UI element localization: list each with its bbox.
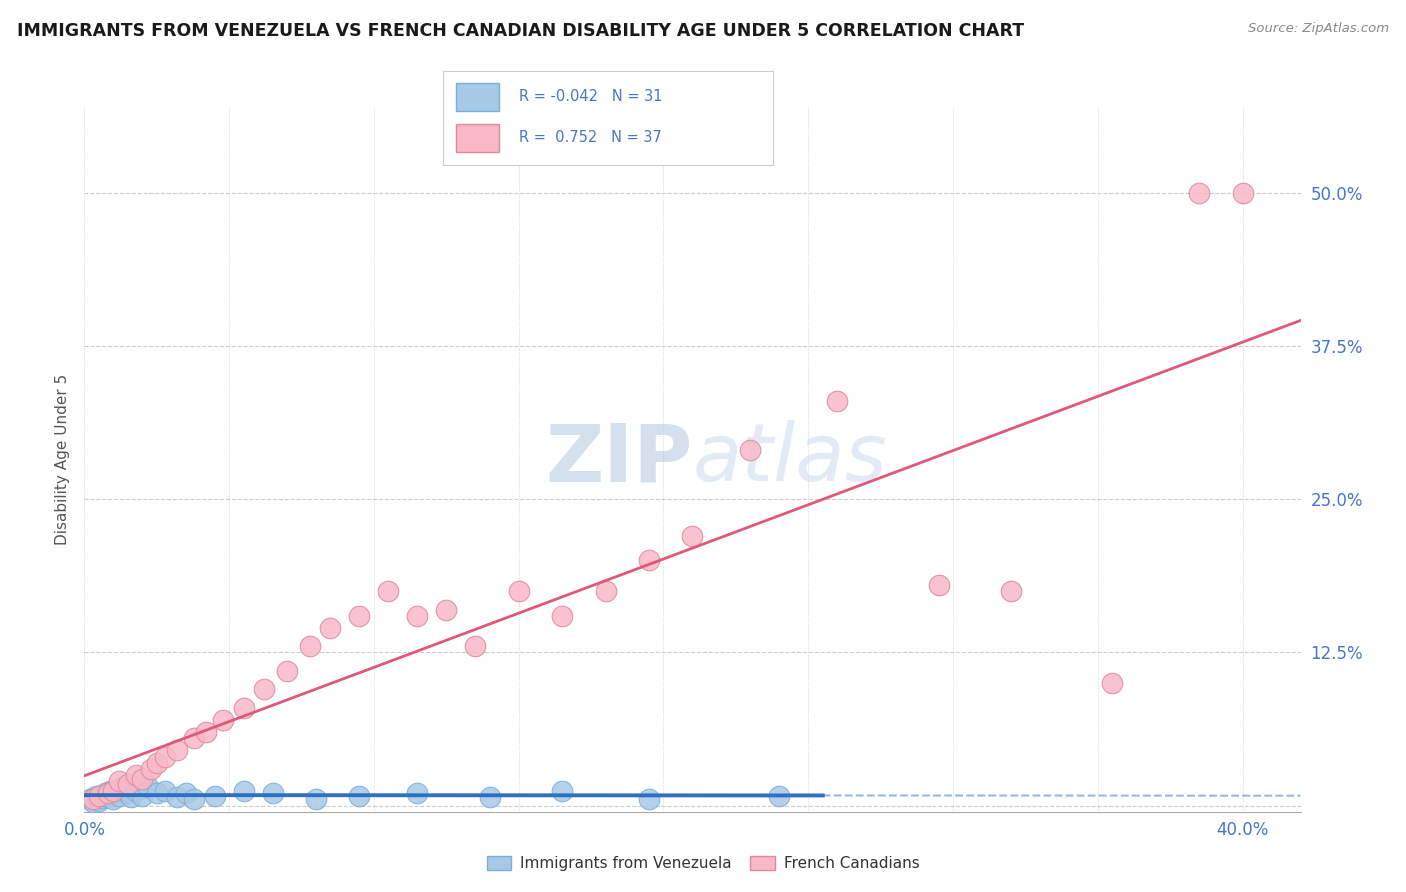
Point <box>349 789 371 803</box>
Point <box>638 553 661 567</box>
Legend: Immigrants from Venezuela, French Canadians: Immigrants from Venezuela, French Canadi… <box>481 849 925 877</box>
Point <box>87 789 110 803</box>
Point <box>183 792 205 806</box>
Y-axis label: Disability Age Under 5: Disability Age Under 5 <box>55 374 70 545</box>
Point <box>155 749 177 764</box>
Point <box>319 621 342 635</box>
Point <box>90 791 112 805</box>
Point <box>131 789 153 803</box>
Point <box>406 608 429 623</box>
Text: R =  0.752   N = 37: R = 0.752 N = 37 <box>519 130 662 145</box>
Point <box>79 792 101 806</box>
Point <box>551 784 574 798</box>
Point <box>117 786 139 800</box>
Point <box>928 578 950 592</box>
Point <box>305 792 328 806</box>
Point <box>194 725 217 739</box>
Point <box>212 713 235 727</box>
Point <box>825 394 848 409</box>
Point <box>145 756 167 770</box>
Point <box>155 784 177 798</box>
Point <box>299 640 322 654</box>
Point <box>82 792 104 806</box>
Point <box>166 743 188 757</box>
Point <box>131 772 153 786</box>
Point <box>108 789 131 803</box>
Point <box>377 584 399 599</box>
Point <box>145 786 167 800</box>
Point <box>262 786 284 800</box>
Point <box>595 584 617 599</box>
Point <box>87 794 110 808</box>
Point <box>349 608 371 623</box>
Text: Source: ZipAtlas.com: Source: ZipAtlas.com <box>1249 22 1389 36</box>
Point <box>253 682 276 697</box>
Point <box>174 786 197 800</box>
Point <box>111 780 134 795</box>
Text: ZIP: ZIP <box>546 420 693 499</box>
Point <box>183 731 205 746</box>
Text: IMMIGRANTS FROM VENEZUELA VS FRENCH CANADIAN DISABILITY AGE UNDER 5 CORRELATION : IMMIGRANTS FROM VENEZUELA VS FRENCH CANA… <box>17 22 1024 40</box>
Point <box>96 790 118 805</box>
Point <box>84 789 107 803</box>
Point <box>681 529 703 543</box>
Point <box>406 786 429 800</box>
Point <box>1232 186 1254 200</box>
Point <box>103 792 125 806</box>
FancyBboxPatch shape <box>456 83 499 111</box>
Point <box>638 792 661 806</box>
Point <box>125 768 148 782</box>
Point <box>96 786 118 800</box>
Point <box>464 640 486 654</box>
Text: atlas: atlas <box>693 420 887 499</box>
Point <box>551 608 574 623</box>
Point <box>204 789 226 803</box>
Point <box>103 784 125 798</box>
Point <box>82 795 104 809</box>
Point <box>166 790 188 805</box>
Point <box>93 786 115 800</box>
Point <box>100 784 122 798</box>
Point <box>768 789 790 803</box>
Point <box>434 602 457 616</box>
Point <box>1000 584 1022 599</box>
Point <box>125 784 148 798</box>
Point <box>108 774 131 789</box>
Point <box>740 443 762 458</box>
Point <box>276 664 298 678</box>
Point <box>1188 186 1211 200</box>
Text: R = -0.042   N = 31: R = -0.042 N = 31 <box>519 89 662 104</box>
Point <box>117 776 139 790</box>
Point <box>508 584 530 599</box>
FancyBboxPatch shape <box>456 124 499 152</box>
Point <box>139 762 162 776</box>
Point <box>232 700 254 714</box>
Point <box>1101 676 1123 690</box>
Point <box>120 790 142 805</box>
Point <box>232 784 254 798</box>
Point <box>136 780 159 795</box>
Point <box>478 790 501 805</box>
